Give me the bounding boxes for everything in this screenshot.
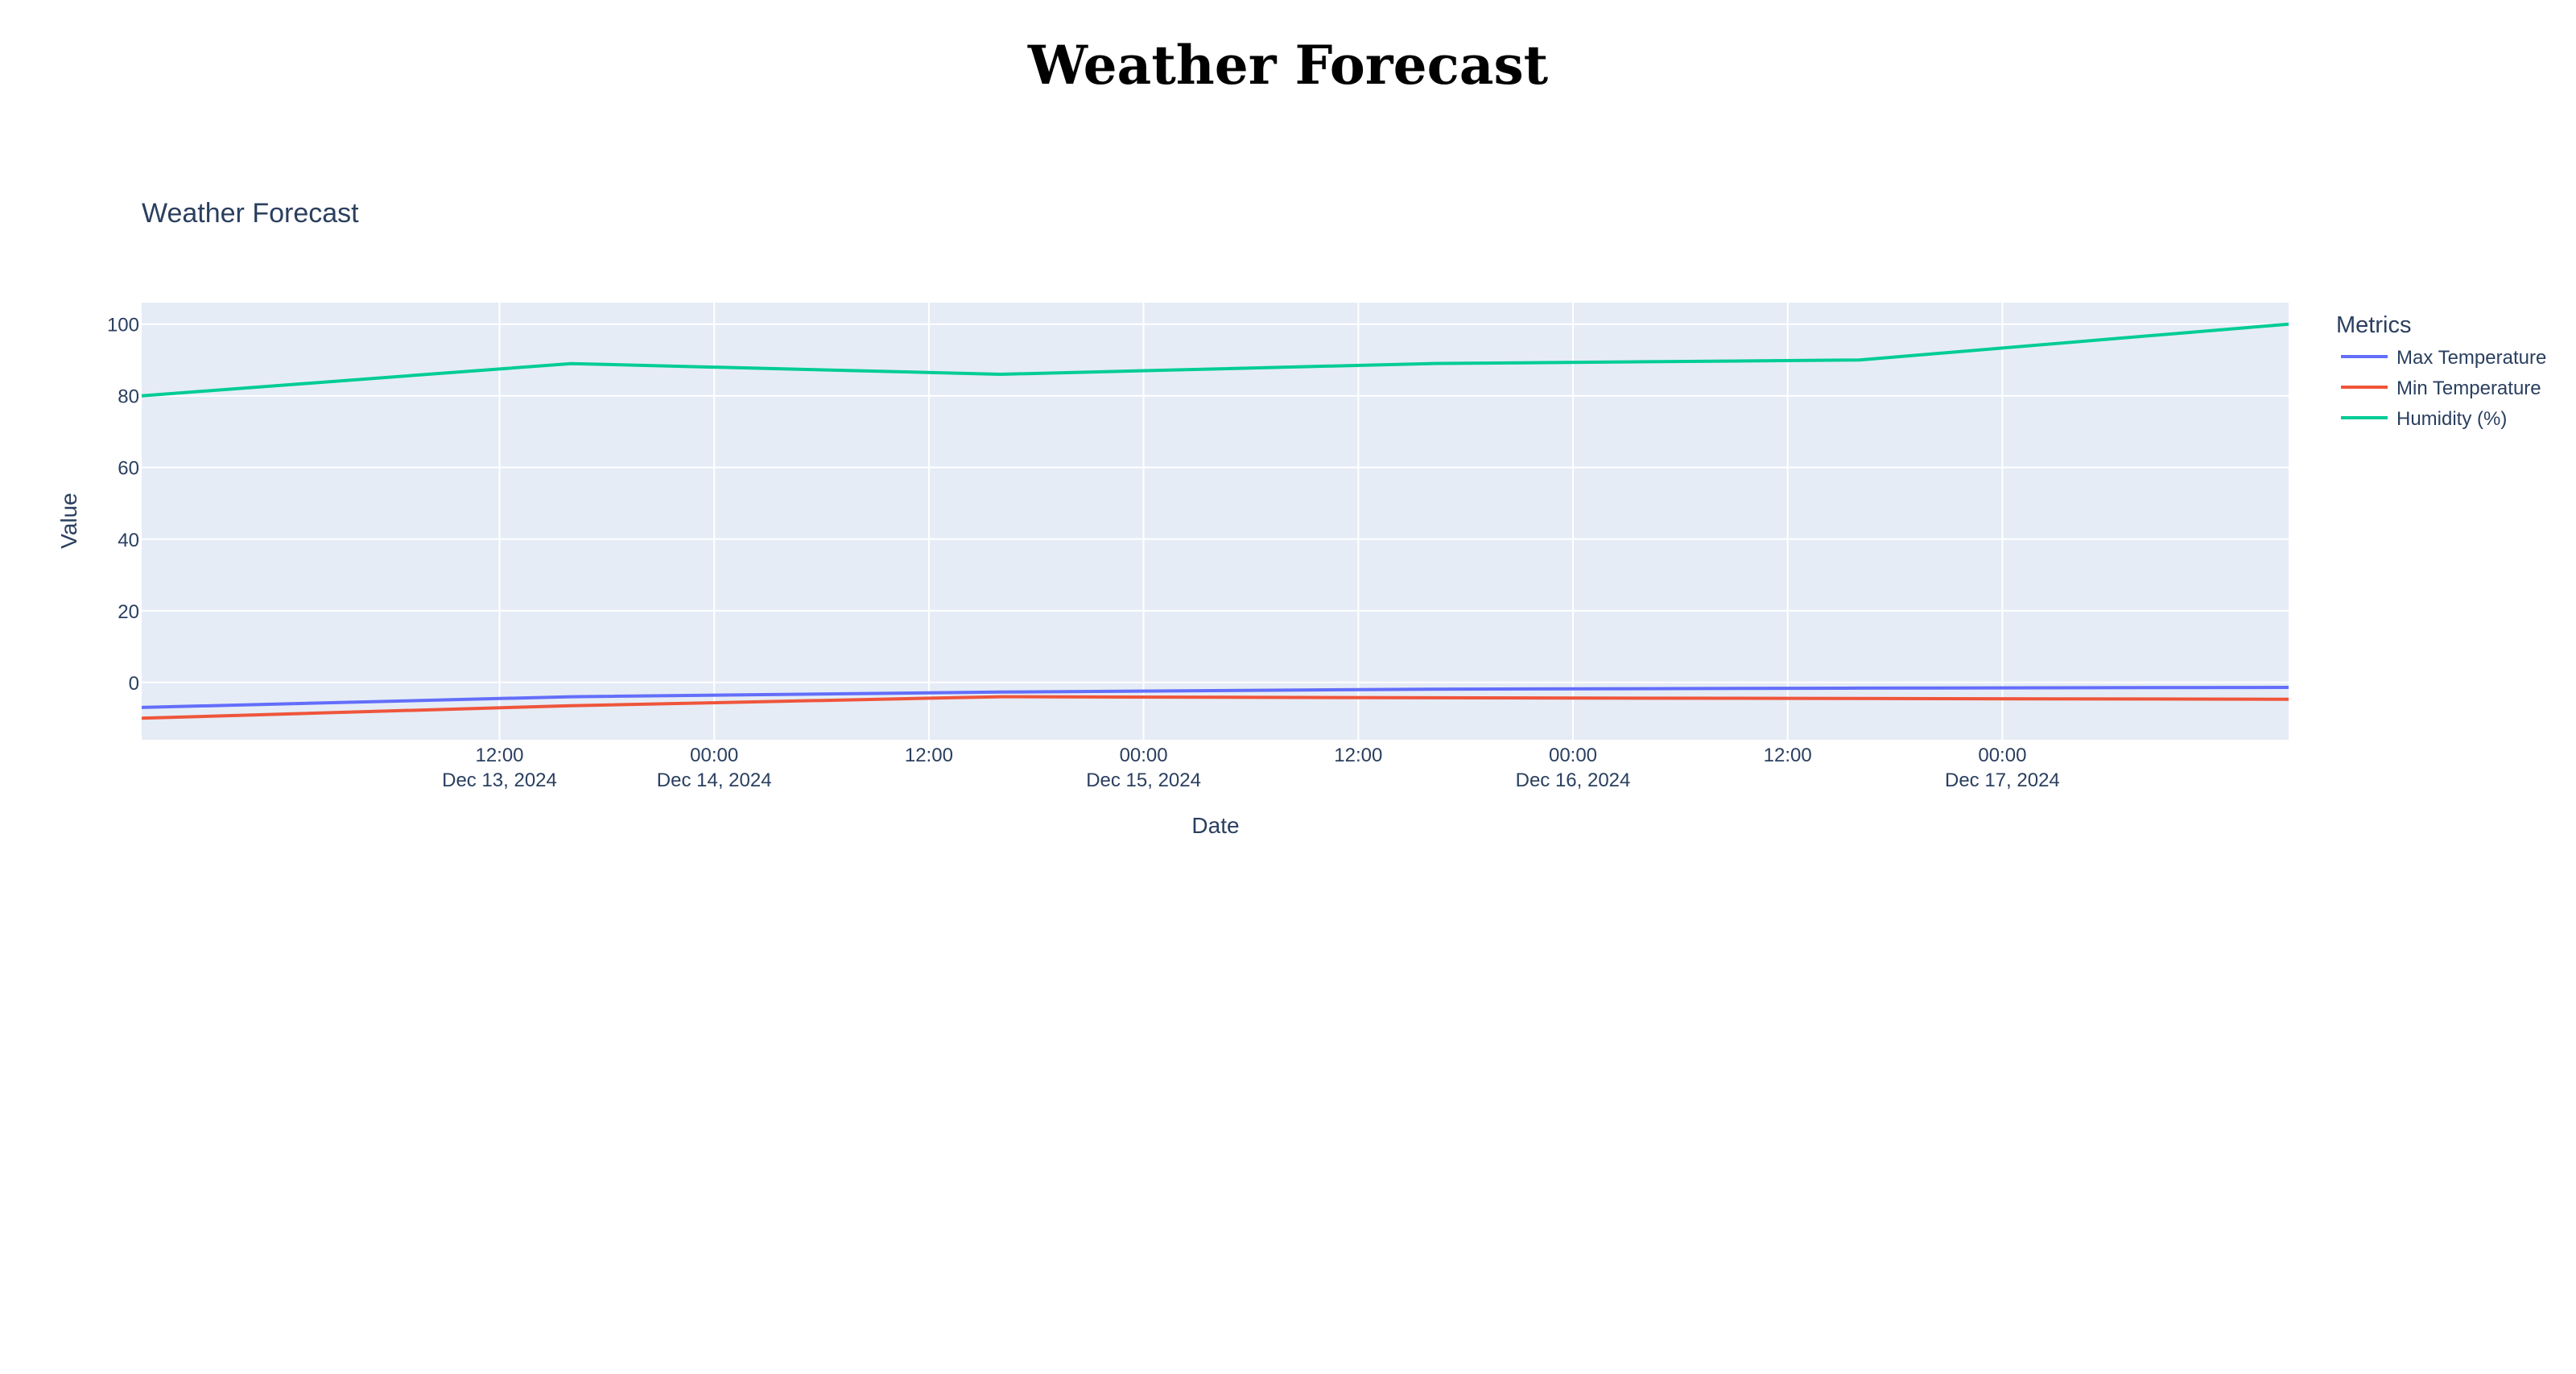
legend: Metrics Max Temperature Min Temperature Hu… (2336, 312, 2546, 430)
legend-label: Min Temperature (2396, 378, 2541, 399)
x-axis-ticks: 12:00 Dec 13, 2024 00:00 Dec 14, 2024 12:00 0… (442, 745, 2060, 791)
y-tick-label: 20 (118, 601, 139, 623)
x-tick-date-label: Dec 13, 2024 (442, 770, 557, 791)
series-line-max-temperature (141, 686, 2289, 709)
x-tick-label: 12:00 (475, 745, 523, 766)
x-axis-label: Date (1191, 813, 1239, 838)
grid-lines (142, 303, 2289, 740)
y-axis-label: Value (56, 493, 81, 549)
page-heading: Weather Forecast (1027, 34, 1549, 97)
x-tick-label: 12:00 (905, 745, 953, 766)
legend-label: Humidity (%) (2396, 408, 2507, 430)
x-tick-date-label: Dec 15, 2024 (1086, 770, 1201, 791)
x-tick-label: 00:00 (690, 745, 738, 766)
x-tick-date-label: Dec 14, 2024 (657, 770, 772, 791)
x-tick-date-label: Dec 16, 2024 (1516, 770, 1631, 791)
legend-title: Metrics (2336, 312, 2411, 338)
legend-label: Max Temperature (2396, 347, 2546, 369)
y-tick-label: 60 (118, 458, 139, 480)
series-line-humidity (141, 322, 2289, 398)
x-tick-label: 00:00 (1549, 745, 1597, 766)
legend-items: Max Temperature Min Temperature Humidity (… (2341, 347, 2546, 430)
series-line-min-temperature (141, 695, 2289, 720)
series-lines (141, 322, 2289, 720)
y-tick-label: 80 (118, 386, 139, 408)
x-tick-label: 00:00 (1120, 745, 1168, 766)
y-tick-label: 0 (129, 673, 139, 695)
y-tick-label: 100 (107, 315, 139, 336)
chart-title: Weather Forecast (142, 198, 359, 229)
x-tick-label: 12:00 (1334, 745, 1382, 766)
y-tick-label: 40 (118, 530, 139, 551)
x-tick-label: 12:00 (1764, 745, 1812, 766)
x-tick-date-label: Dec 17, 2024 (1945, 770, 2060, 791)
y-axis-ticks: 0 20 40 60 80 100 (107, 315, 139, 695)
x-tick-label: 00:00 (1978, 745, 2026, 766)
